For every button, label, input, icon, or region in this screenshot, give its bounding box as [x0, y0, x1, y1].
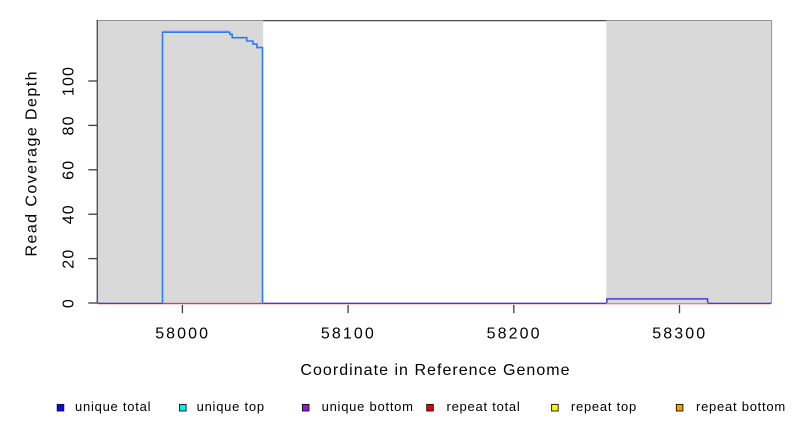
- svg-text:40: 40: [61, 204, 78, 224]
- svg-text:0: 0: [61, 298, 78, 308]
- svg-text:Read Coverage Depth: Read Coverage Depth: [24, 70, 41, 256]
- svg-text:unique total: unique total: [75, 399, 151, 414]
- svg-text:unique top: unique top: [197, 399, 265, 414]
- svg-text:58300: 58300: [652, 326, 707, 343]
- svg-text:unique bottom: unique bottom: [322, 399, 414, 414]
- svg-text:repeat total: repeat total: [447, 399, 521, 414]
- svg-text:repeat bottom: repeat bottom: [696, 399, 786, 414]
- svg-text:58100: 58100: [321, 326, 376, 343]
- svg-text:100: 100: [61, 66, 78, 96]
- svg-text:58200: 58200: [487, 326, 542, 343]
- svg-text:20: 20: [61, 248, 78, 268]
- svg-text:60: 60: [61, 160, 78, 180]
- svg-text:80: 80: [61, 115, 78, 135]
- svg-text:repeat top: repeat top: [571, 399, 637, 414]
- svg-text:Coordinate in Reference Genome: Coordinate in Reference Genome: [300, 362, 570, 379]
- svg-text:58000: 58000: [155, 326, 210, 343]
